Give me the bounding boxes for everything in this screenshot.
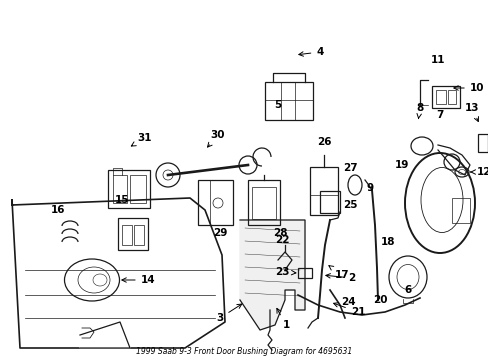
Bar — [247, 180, 280, 225]
Bar — [477, 134, 487, 152]
Bar — [431, 86, 459, 108]
Text: 23: 23 — [274, 267, 295, 277]
Bar — [435, 90, 445, 104]
Text: 28: 28 — [272, 228, 286, 238]
Text: 14: 14 — [122, 275, 155, 285]
Text: 4: 4 — [298, 47, 323, 57]
Text: 16: 16 — [51, 205, 65, 215]
Text: 1: 1 — [276, 309, 289, 330]
Text: 6: 6 — [404, 285, 411, 295]
Text: 5: 5 — [274, 100, 281, 110]
Text: 27: 27 — [342, 163, 357, 173]
Text: 13: 13 — [464, 103, 478, 122]
Text: 17: 17 — [328, 266, 348, 280]
Bar — [118, 218, 148, 250]
Bar — [297, 268, 311, 278]
Text: 10: 10 — [453, 83, 483, 93]
Bar — [319, 191, 339, 213]
Bar — [130, 175, 146, 203]
Polygon shape — [12, 198, 224, 348]
Text: 29: 29 — [212, 228, 227, 238]
Text: 9: 9 — [366, 183, 373, 193]
Text: 11: 11 — [430, 55, 445, 65]
Bar — [309, 167, 337, 215]
Text: 2: 2 — [325, 273, 355, 283]
Text: 19: 19 — [394, 160, 408, 170]
Bar — [447, 90, 455, 104]
Text: 12: 12 — [470, 167, 488, 177]
Polygon shape — [240, 220, 305, 330]
Bar — [134, 225, 143, 245]
Text: 20: 20 — [372, 295, 386, 305]
Bar — [113, 175, 127, 203]
Bar — [451, 198, 469, 223]
Text: 15: 15 — [115, 195, 129, 205]
Text: 1999 Saab 9-3 Front Door Bushing Diagram for 4695631: 1999 Saab 9-3 Front Door Bushing Diagram… — [136, 347, 351, 356]
Polygon shape — [437, 145, 469, 175]
Text: 22: 22 — [274, 235, 289, 245]
Bar — [122, 225, 132, 245]
Text: 7: 7 — [435, 110, 443, 120]
Text: 8: 8 — [415, 103, 423, 119]
Text: 3: 3 — [216, 304, 241, 323]
Text: 30: 30 — [207, 130, 225, 147]
Bar — [198, 180, 232, 225]
Bar — [108, 170, 150, 208]
Bar — [251, 187, 275, 219]
Text: 24: 24 — [340, 297, 355, 307]
Text: 26: 26 — [316, 137, 330, 147]
Text: 25: 25 — [342, 200, 357, 210]
Text: 18: 18 — [380, 237, 394, 247]
Text: 31: 31 — [131, 133, 152, 146]
Polygon shape — [80, 322, 130, 348]
Text: 21: 21 — [333, 303, 365, 317]
